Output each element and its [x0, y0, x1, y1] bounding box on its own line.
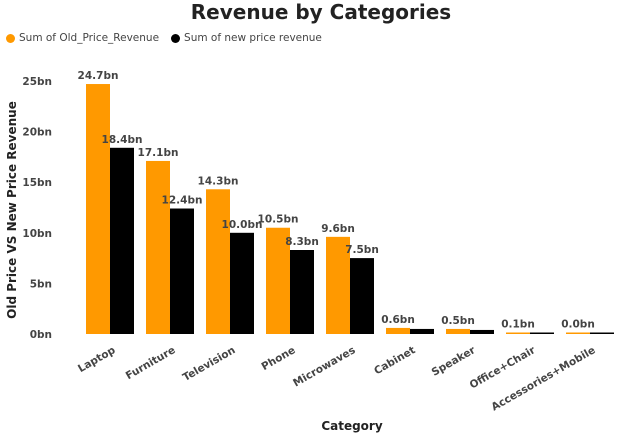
bar-new-price[interactable]: [350, 258, 374, 334]
legend-label-new-price: Sum of new price revenue: [184, 32, 322, 44]
x-axis-title: Category: [321, 419, 383, 433]
data-label: 0.0bn: [561, 319, 595, 331]
x-tick-label: Speaker: [430, 344, 479, 379]
legend-swatch-new-price: [171, 33, 181, 43]
x-tick-label: Furniture: [124, 344, 178, 382]
x-tick-label: Microwaves: [291, 344, 357, 389]
bar-new-price[interactable]: [230, 232, 254, 334]
data-label: 10.5bn: [258, 214, 299, 226]
y-tick-label: 5bn: [30, 278, 52, 290]
x-tick-label: Television: [181, 344, 238, 384]
bar-old-price[interactable]: [386, 327, 410, 334]
bar-old-price[interactable]: [146, 160, 170, 334]
bar-new-price[interactable]: [590, 332, 614, 335]
legend-label-old-price: Sum of Old_Price_Revenue: [19, 32, 160, 44]
legend-swatch-old-price: [6, 33, 15, 43]
y-tick-label: 20bn: [22, 127, 52, 139]
x-tick-label: Cabinet: [372, 344, 417, 377]
bar-old-price[interactable]: [86, 84, 110, 334]
bar-old-price[interactable]: [206, 189, 230, 334]
bar-old-price[interactable]: [506, 332, 530, 335]
data-label: 0.1bn: [501, 319, 535, 331]
bar-new-price[interactable]: [110, 147, 134, 334]
data-label: 14.3bn: [198, 175, 239, 187]
data-label: 8.3bn: [285, 236, 319, 248]
data-label: 17.1bn: [138, 147, 179, 159]
data-label: 18.4bn: [102, 134, 143, 146]
legend-item-new-price[interactable]: Sum of new price revenue: [171, 32, 322, 44]
data-label: 9.6bn: [321, 223, 355, 235]
bar-new-price[interactable]: [290, 250, 314, 334]
x-tick-label: Laptop: [76, 344, 118, 375]
data-label: 24.7bn: [78, 70, 119, 82]
legend-item-old-price[interactable]: Sum of Old_Price_Revenue: [6, 32, 159, 44]
bars: [86, 84, 614, 334]
y-axis-ticks: 0bn 5bn 10bn 15bn 20bn 25bn: [22, 76, 52, 341]
legend: Sum of Old_Price_Revenue Sum of new pric…: [6, 32, 322, 44]
y-axis-title: Old Price VS New Price Revenue: [5, 101, 19, 319]
y-tick-label: 10bn: [22, 228, 52, 240]
bar-new-price[interactable]: [530, 332, 554, 335]
bar-old-price[interactable]: [566, 332, 590, 335]
x-tick-label: Phone: [259, 344, 297, 373]
bar-new-price[interactable]: [470, 329, 494, 334]
data-label: 10.0bn: [222, 219, 263, 231]
y-tick-label: 25bn: [22, 76, 52, 88]
bar-new-price[interactable]: [410, 328, 434, 334]
bar-old-price[interactable]: [446, 328, 470, 334]
data-label: 12.4bn: [162, 195, 203, 207]
x-axis-ticks: Laptop Furniture Television PhoneMicrowaves…: [76, 344, 598, 414]
bar-new-price[interactable]: [170, 208, 194, 334]
data-label: 7.5bn: [345, 244, 379, 256]
data-label: 0.6bn: [381, 314, 415, 326]
x-tick-label: Accessories+Mobile: [489, 344, 597, 413]
data-label: 0.5bn: [441, 315, 475, 327]
chart-title: Revenue by Categories: [190, 0, 452, 24]
bar-old-price[interactable]: [326, 236, 350, 334]
y-tick-label: 0bn: [30, 329, 52, 341]
bar-old-price[interactable]: [266, 227, 290, 334]
y-tick-label: 15bn: [22, 177, 52, 189]
